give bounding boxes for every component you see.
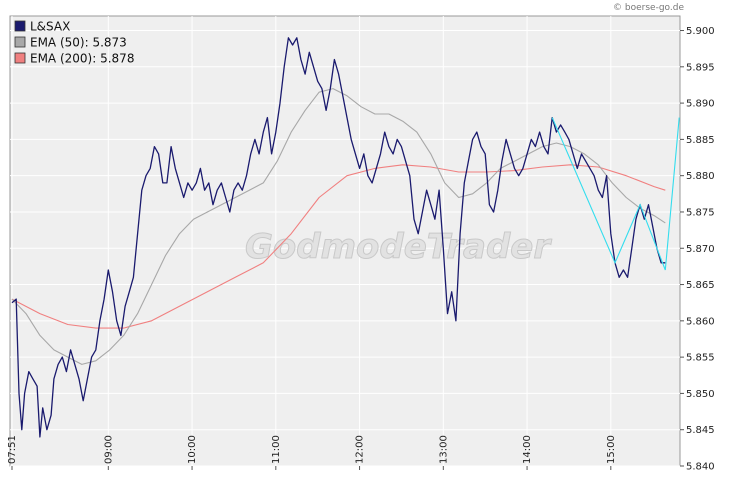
watermark-logo: GodmodeTrader [245,227,552,267]
x-tick-label: 13:00 [438,435,449,464]
x-tick-label: 07:51 [7,435,18,464]
legend-label: EMA (50): 5.873 [30,36,127,50]
x-tick-label: 14:00 [522,435,533,464]
x-tick-label: 09:00 [103,435,114,464]
series-lines [11,37,680,438]
x-tick-label: 11:00 [271,435,282,464]
x-axis-ticks: 07:51 09:00 10:00 11:00 12:00 13:00 14:00 15:00 [7,435,617,470]
y-tick-label: 5.890 [686,99,715,110]
plot-area [9,15,681,467]
x-tick-label: 10:00 [187,435,198,464]
series-line-ema200 [11,164,666,329]
y-tick-label: 5.895 [686,62,715,73]
y-tick-label: 5.860 [686,316,715,327]
legend-item-lsax: L&SAX [14,20,70,34]
y-tick-label: 5.900 [686,26,715,37]
y-axis-ticks: 5.840 5.845 5.850 5.855 5.860 5.865 5.870 5.875… [680,26,715,473]
x-tick-label: 15:00 [606,435,617,464]
legend-swatch [14,52,26,64]
x-tick-label: 12:00 [355,435,366,464]
legend-swatch [14,36,26,48]
y-tick-label: 5.875 [686,207,715,218]
y-tick-label: 5.850 [686,389,715,400]
y-tick-label: 5.840 [686,462,715,473]
legend-label: L&SAX [30,20,70,34]
legend-value: 5.878 [100,52,134,66]
y-tick-label: 5.855 [686,353,715,364]
pattern-trendline [551,117,680,271]
y-tick-label: 5.870 [686,244,715,255]
y-tick-label: 5.880 [686,171,715,182]
series-line-lsax [11,37,666,438]
legend-value: 5.873 [92,36,126,50]
legend-item-ema50: EMA (50): 5.873 [14,36,127,50]
legend-item-ema200: EMA (200): 5.878 [14,52,134,66]
legend: L&SAX EMA (50): 5.873 EMA (200): 5.878 [14,20,134,66]
series-line-ema50 [11,88,666,365]
legend-swatch [14,20,26,32]
legend-label: EMA (200): 5.878 [30,52,134,66]
copyright-text: © boerse-go.de [613,3,684,13]
y-tick-label: 5.845 [686,425,715,436]
y-tick-label: 5.865 [686,280,715,291]
y-tick-label: 5.885 [686,135,715,146]
